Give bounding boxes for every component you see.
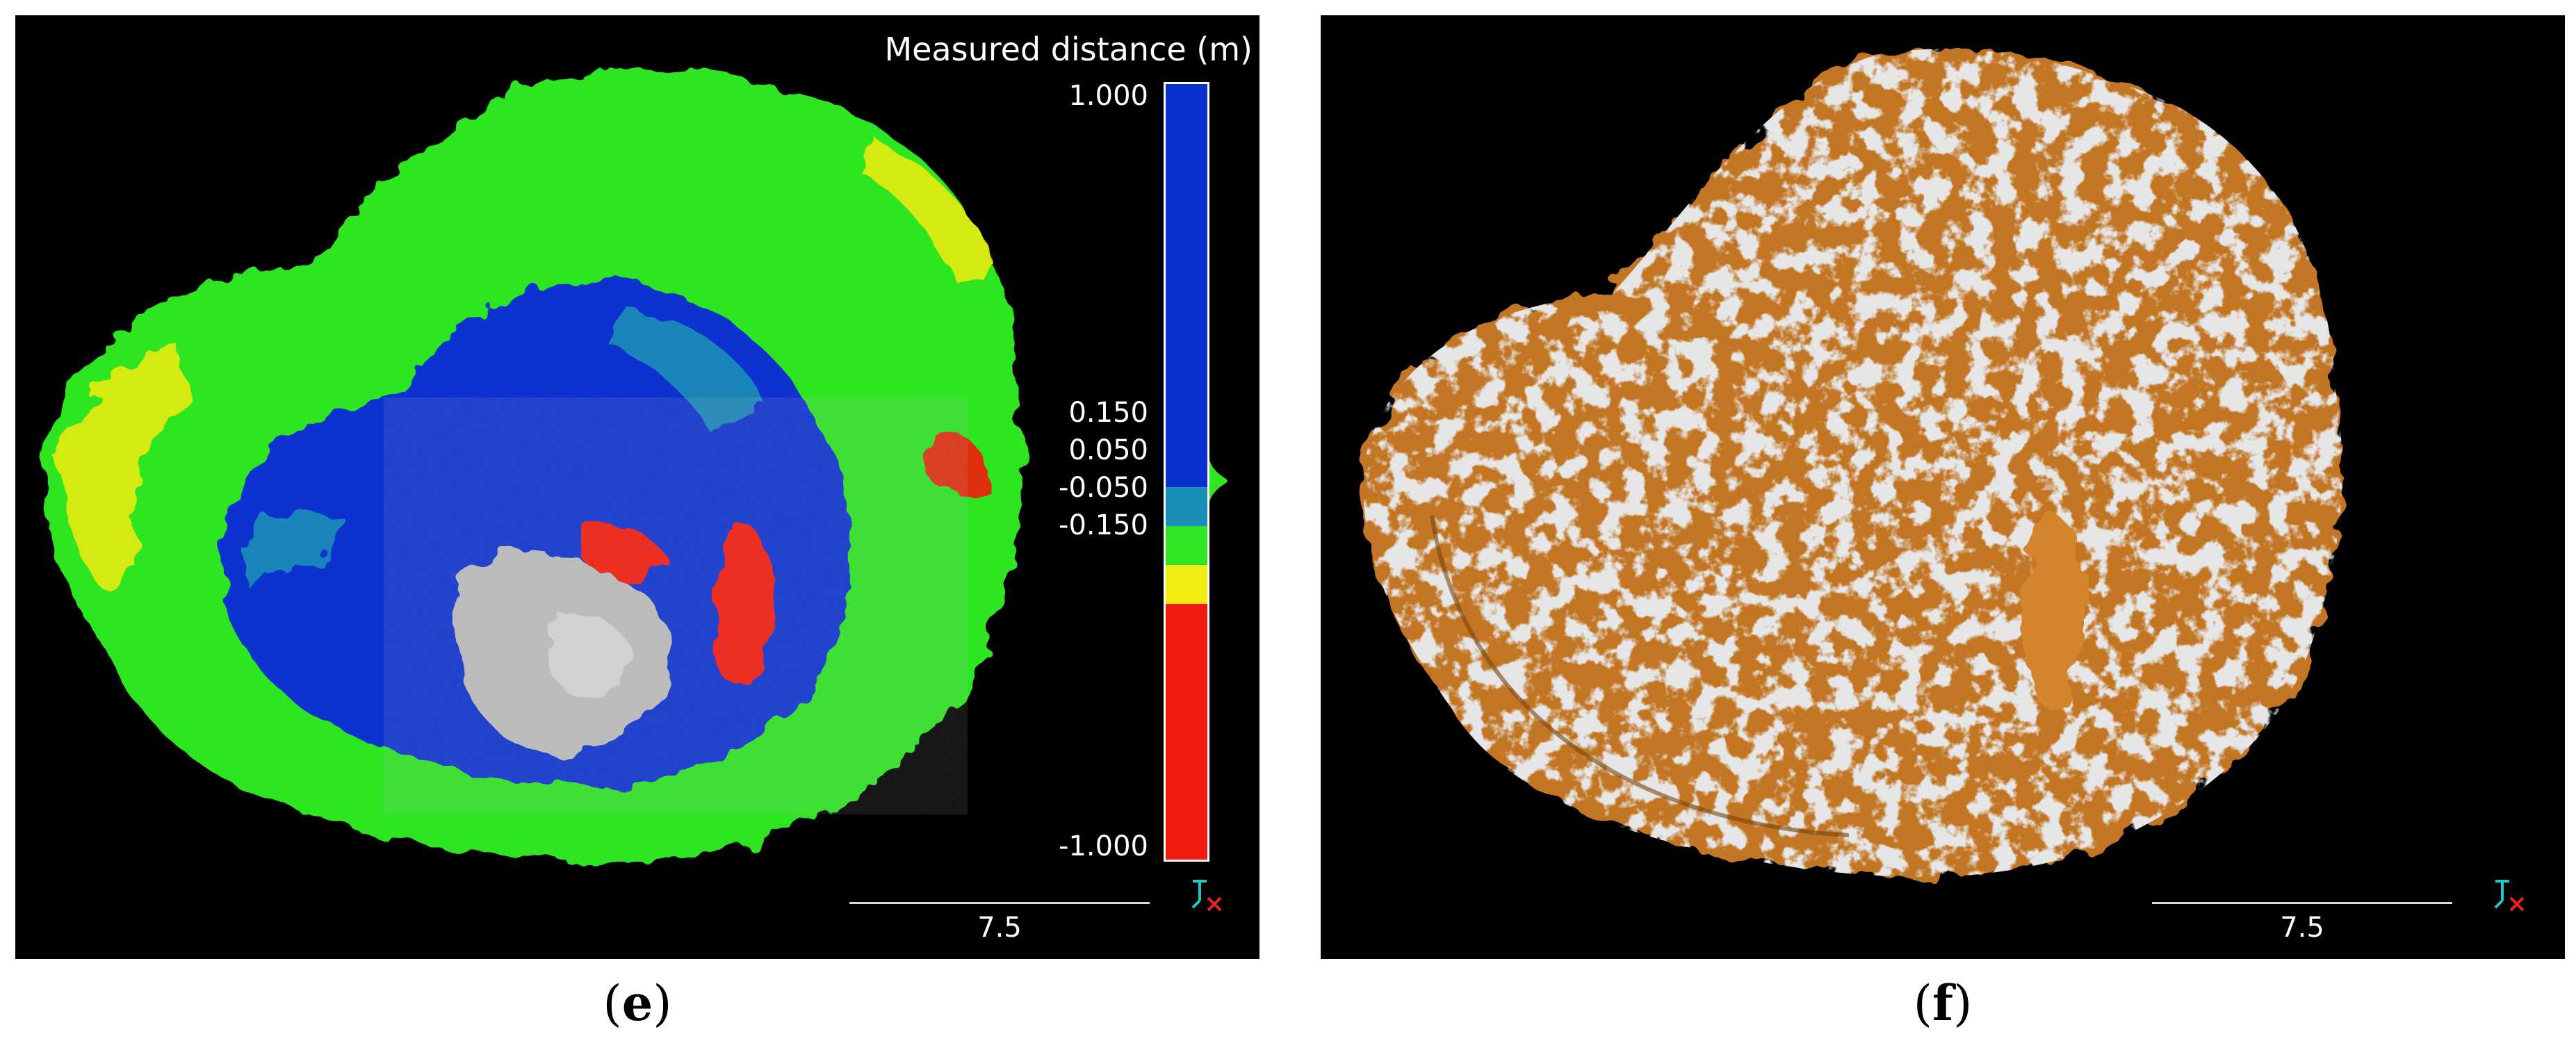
caption-e-letter: e	[621, 974, 653, 1032]
caption-f-letter: f	[1932, 974, 1954, 1032]
point-cloud-overlay	[1362, 49, 2342, 877]
scale-bar-label: 7.5	[977, 912, 1022, 944]
colorbar-label-0050: 0.050	[1068, 434, 1148, 466]
colorbar-histogram	[1209, 460, 1228, 502]
colorbar-segment-red	[1166, 603, 1207, 860]
axis-triad-icon	[2493, 877, 2527, 912]
colorbar-title: Measured distance (m)	[884, 31, 1253, 68]
axis-triad-icon	[1190, 877, 1225, 912]
colorbar-label-neg0050: -0.050	[1059, 472, 1148, 504]
colorbar-label-min: -1.000	[1059, 830, 1148, 862]
colorbar	[1164, 82, 1209, 862]
caption-f-close: )	[1953, 975, 1973, 1032]
panel-e-distance-map: Measured distance (m) 1.000 0.150 0.050 …	[15, 15, 1260, 959]
scale-bar	[2152, 902, 2452, 904]
caption-e: (e)	[568, 974, 707, 1032]
colorbar-label-neg0150: -0.150	[1059, 509, 1148, 541]
caption-e-close: )	[653, 975, 672, 1032]
colorbar-segment-blue	[1166, 84, 1207, 488]
point-cloud-colormap	[43, 68, 1023, 863]
caption-f-open: (	[1913, 975, 1932, 1032]
colorbar-segment-teal	[1166, 487, 1207, 527]
caption-e-open: (	[603, 975, 622, 1032]
colorbar-segment-yellow	[1166, 564, 1207, 604]
colorbar-label-0150: 0.150	[1068, 397, 1148, 429]
colorbar-label-max: 1.000	[1068, 80, 1148, 112]
colorbar-segment-green	[1166, 526, 1207, 565]
caption-f: (f)	[1873, 974, 2012, 1032]
scale-bar-label: 7.5	[2280, 912, 2324, 944]
panel-f-overlay-map: 7.5	[1321, 15, 2565, 959]
scale-bar	[849, 902, 1150, 904]
